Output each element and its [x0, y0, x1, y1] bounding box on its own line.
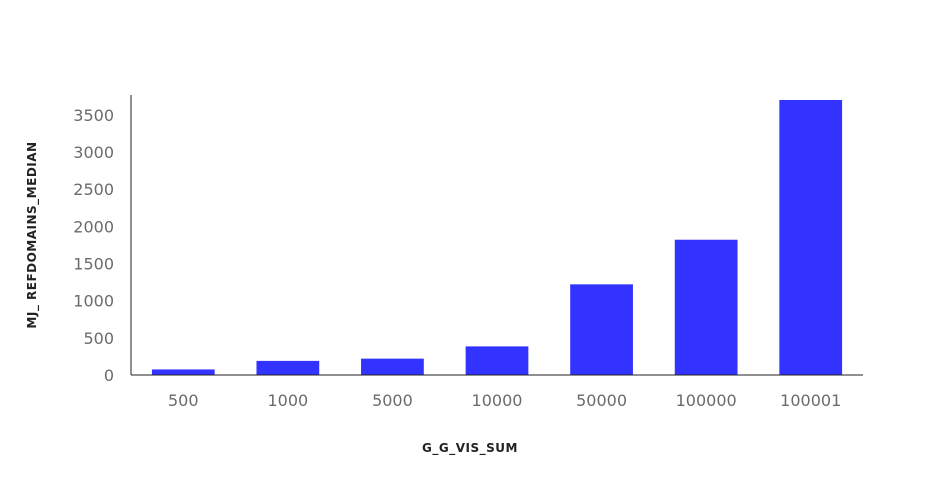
bar [779, 100, 843, 375]
bar [465, 346, 529, 375]
y-tick-label: 1000 [73, 292, 114, 311]
x-tick-label: 10000 [472, 391, 523, 410]
x-tick-label: 100001 [780, 391, 841, 410]
bar [151, 369, 215, 375]
x-tick-label: 50000 [576, 391, 627, 410]
y-tick-label: 0 [104, 366, 114, 385]
y-tick-label: 3000 [73, 143, 114, 162]
y-axis-title: MJ_ REFDOMAINS_MEDIAN [25, 141, 40, 328]
y-tick-label: 500 [83, 329, 114, 348]
x-axis-title: G_G_VIS_SUM [422, 441, 518, 456]
y-tick-label: 2500 [73, 180, 114, 199]
y-axis-ticks: 0 500 1000 1500 2000 2500 3000 3500 [73, 106, 114, 385]
x-axis-ticks: 500 1000 5000 10000 50000 100000 100001 [168, 391, 841, 410]
x-tick-label: 500 [168, 391, 199, 410]
y-tick-label: 2000 [73, 217, 114, 236]
bar [256, 360, 320, 375]
x-tick-label: 5000 [372, 391, 413, 410]
bar [570, 284, 633, 375]
x-tick-label: 1000 [267, 391, 308, 410]
y-tick-label: 3500 [73, 106, 114, 125]
bars [151, 100, 843, 375]
bar [674, 239, 738, 375]
y-tick-label: 1500 [73, 255, 114, 274]
x-tick-label: 100000 [676, 391, 737, 410]
bar [361, 358, 424, 375]
